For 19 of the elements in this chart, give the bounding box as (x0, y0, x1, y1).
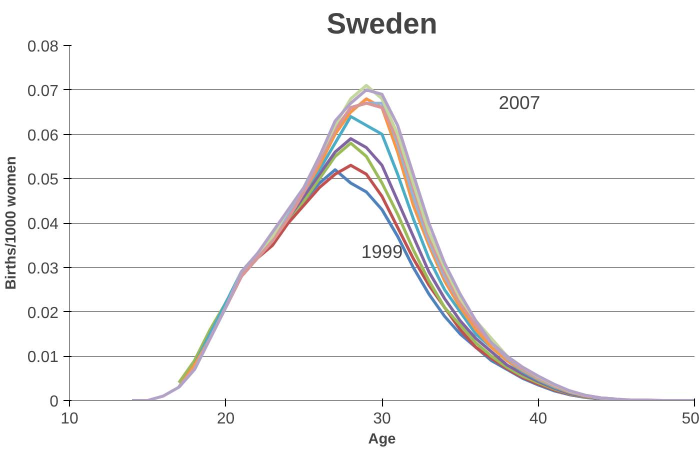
y-tick-label: 0 (50, 394, 59, 410)
x-tick-label: 50 (682, 410, 699, 428)
annotation: 1999 (361, 240, 403, 262)
x-tick-label: 10 (60, 410, 78, 428)
x-tick-label: 20 (216, 410, 235, 428)
annotation: 2007 (498, 92, 540, 113)
y-tick-label: 0.03 (27, 260, 59, 278)
y-axis-title: Births/1000 women (3, 156, 20, 290)
x-axis-title: Age (368, 432, 396, 448)
y-tick-label: 0.05 (27, 172, 59, 189)
x-tick-label: 30 (373, 410, 391, 428)
x-tick-label: 40 (529, 410, 548, 428)
y-tick-label: 0.08 (27, 38, 59, 56)
y-tick-label: 0.04 (27, 216, 59, 233)
y-tick-label: 0.02 (27, 304, 59, 322)
chart-title: Sweden (326, 8, 438, 40)
y-tick-label: 0.01 (27, 349, 59, 366)
y-tick-label: 0.06 (27, 127, 59, 144)
y-tick-label: 0.07 (27, 82, 59, 100)
